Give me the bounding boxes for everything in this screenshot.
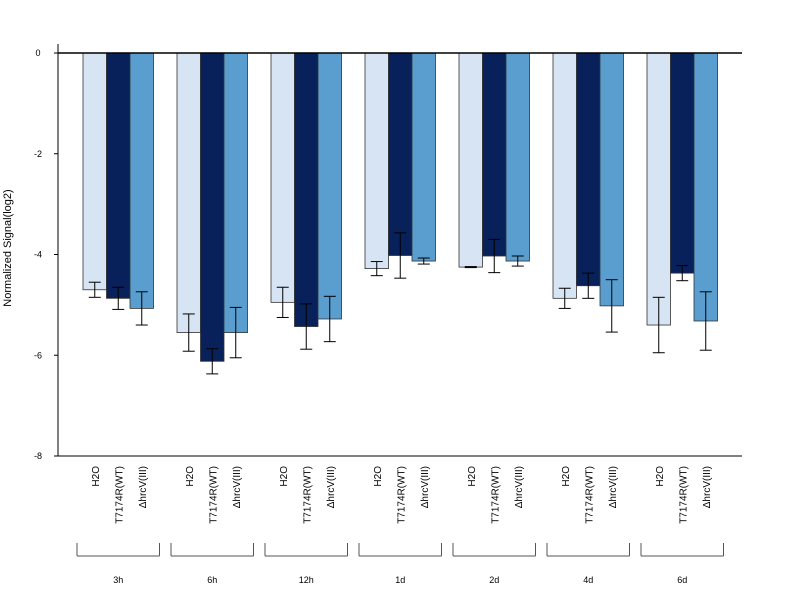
y-tick-label: -4 (34, 250, 42, 260)
bar-label: T7174R(WT) (490, 466, 501, 524)
category-label: 1d (395, 575, 405, 585)
bar-label: H2O (655, 466, 666, 487)
category-label: 6h (207, 575, 217, 585)
category-label: 4d (583, 575, 593, 585)
bar-label: H2O (561, 466, 572, 487)
bar (317, 52, 342, 320)
bar-label: H2O (373, 466, 384, 487)
bar (388, 52, 413, 256)
bars-layer (82, 52, 718, 375)
bar (223, 52, 248, 333)
bar (364, 52, 389, 270)
bar (646, 52, 671, 326)
bar-label: T7174R(WT) (302, 466, 313, 524)
bar (505, 52, 530, 262)
bar (599, 52, 624, 307)
bar (576, 52, 601, 287)
bar-label: ΔhrcV(III) (702, 466, 713, 508)
bar-label: ΔhrcV(III) (608, 466, 619, 508)
bar (82, 52, 107, 291)
bar-label: ΔhrcV(III) (514, 466, 525, 508)
bar-label: T7174R(WT) (114, 466, 125, 524)
bar-label: H2O (279, 466, 290, 487)
y-tick-label: -8 (34, 451, 42, 461)
bar-label: T7174R(WT) (208, 466, 219, 524)
bar-label: ΔhrcV(III) (232, 466, 243, 508)
bar (411, 52, 436, 262)
bar (458, 52, 483, 268)
bar (129, 52, 154, 309)
y-tick-label: -2 (34, 149, 42, 159)
bar-label: ΔhrcV(III) (326, 466, 337, 508)
bar (482, 52, 507, 257)
bar-label: H2O (467, 466, 478, 487)
bar (270, 52, 295, 303)
y-tick-label: -6 (34, 350, 42, 360)
bar-label: T7174R(WT) (584, 466, 595, 524)
bar-label: H2O (91, 466, 102, 487)
category-label: 6d (677, 575, 687, 585)
category-label: 12h (299, 575, 314, 585)
bar (294, 52, 319, 327)
y-axis-label: Normalized Signal(log2) (2, 189, 14, 306)
bar (670, 52, 695, 274)
axes-layer: 0 -2 -4 -6 -8 H2O T7174R(WT) ΔhrcV(III) 3h H2O T71… (34, 44, 742, 585)
bar-label: T7174R(WT) (396, 466, 407, 524)
bar (552, 52, 577, 299)
bar-label: ΔhrcV(III) (420, 466, 431, 508)
bar (106, 52, 131, 299)
bar-label: ΔhrcV(III) (138, 466, 149, 508)
bar (693, 52, 718, 322)
bar (200, 52, 225, 362)
bar-label: T7174R(WT) (678, 466, 689, 524)
bar-label: H2O (185, 466, 196, 487)
category-label: 2d (489, 575, 499, 585)
y-tick-label: 0 (35, 48, 40, 58)
bar (176, 52, 201, 333)
category-label: 3h (113, 575, 123, 585)
